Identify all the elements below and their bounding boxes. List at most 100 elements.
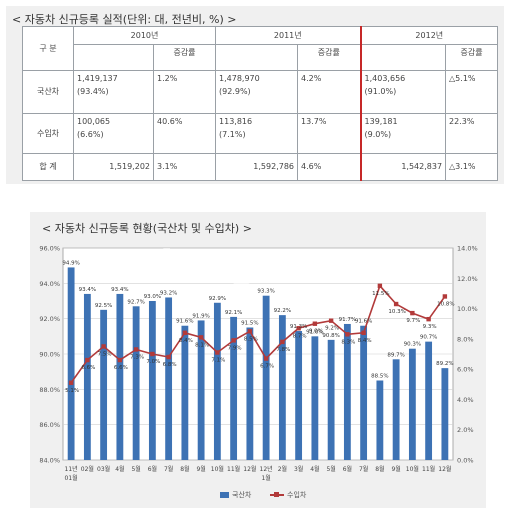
line-point xyxy=(263,356,269,361)
bar xyxy=(83,293,91,460)
x-tick-label: 11월 xyxy=(422,465,435,473)
cell-imported-2010: 100,065 (6.6%) xyxy=(73,112,154,154)
cell-total-2012-change: △3.1% xyxy=(445,152,499,182)
line-point xyxy=(215,350,220,355)
bar-data-label: 91.3% xyxy=(290,324,307,330)
bar xyxy=(100,309,108,460)
y-right-tick-label: 14.0% xyxy=(457,245,478,253)
x-tick-label: 2월 xyxy=(278,465,287,473)
x-tick-label: 02월 xyxy=(81,465,94,473)
header-2011: 2011년 xyxy=(215,25,362,46)
table-row-total: 합 계 1,519,202 3.1% 1,592,786 4.6% 1,542,… xyxy=(22,152,499,182)
bar xyxy=(132,306,140,460)
bar-data-label: 93.4% xyxy=(111,287,128,293)
header-2010-change: 증감률 xyxy=(152,44,217,72)
line-data-label: 6.8% xyxy=(163,362,177,368)
bar xyxy=(376,380,384,460)
y-right-tick-label: 4.0% xyxy=(457,396,474,404)
registration-chart: 96.0% 94.0% 92.0% 90.0% 88.0% 86.0% 84.0% 14.0%… xyxy=(39,245,478,483)
y-left-tick-label: 88.0% xyxy=(39,386,60,394)
line-point xyxy=(150,351,155,357)
row-label-imported: 수입차 xyxy=(22,112,74,154)
line-data-label: 8.1% xyxy=(195,342,209,348)
cell-imported-2011-change: 13.7% xyxy=(297,112,362,154)
x-tick-label: 6월 xyxy=(148,465,157,473)
bar xyxy=(230,316,238,460)
cell-domestic-2012: 1,403,656 (91.0%) xyxy=(359,70,447,114)
bar-data-label: 90.7% xyxy=(420,335,437,341)
bar xyxy=(67,267,75,460)
line-point xyxy=(312,321,318,326)
line-data-label: 9.0% xyxy=(309,329,323,335)
chart-caption: < 자동차 신규등록 현황(국산차 및 수입차) > xyxy=(42,222,252,235)
line-point xyxy=(345,332,350,337)
line-data-label: 7.1% xyxy=(211,357,225,363)
line-point xyxy=(101,344,106,349)
header-2011-change: 증감률 xyxy=(297,44,362,72)
y-left-tick-label: 86.0% xyxy=(39,421,60,429)
legend-item-domestic: 국산차 xyxy=(220,490,251,500)
x-tick-label: 9월 xyxy=(196,465,205,473)
header-2012: 2012년 xyxy=(359,25,499,46)
line-data-label: 8.3% xyxy=(341,339,355,345)
line-point xyxy=(393,301,399,307)
y-right-tick-label: 8.0% xyxy=(457,335,474,343)
bar xyxy=(408,348,416,460)
line-data-label: 7.3% xyxy=(130,354,144,360)
line-data-label: 10.8% xyxy=(437,301,454,307)
registration-stats-table: 구 분 2010년 2011년 2012년 증감률 증감률 증감률 국산차 1,… xyxy=(22,25,499,182)
share: (6.6%) xyxy=(77,129,104,139)
cell-imported-2010-change: 40.6% xyxy=(152,112,217,154)
x-tick-label: 7월 xyxy=(164,465,173,473)
bar xyxy=(392,359,400,460)
line-point xyxy=(68,380,74,385)
bar-data-label: 93.4% xyxy=(79,287,96,293)
bar xyxy=(181,325,189,460)
line-point xyxy=(117,357,123,363)
line-data-label: 7.8% xyxy=(276,347,290,353)
share: (7.1%) xyxy=(219,129,246,139)
line-point xyxy=(85,357,90,363)
bar-data-label: 93.2% xyxy=(160,290,177,296)
bar-data-label: 93.3% xyxy=(257,289,274,295)
line-point xyxy=(442,294,448,299)
line-data-label: 7.0% xyxy=(146,359,160,365)
row-label-total: 합 계 xyxy=(22,152,74,182)
cell-total-2012: 1,542,837 xyxy=(359,152,447,182)
legend-swatch-imported xyxy=(270,492,284,497)
bar-data-label: 92.1% xyxy=(225,310,242,316)
line-data-label: 8.4% xyxy=(179,338,193,344)
line-point xyxy=(426,316,431,322)
bar-data-label: 91.0% xyxy=(306,329,323,335)
legend-swatch-domestic xyxy=(220,492,229,498)
value: 1,419,137 xyxy=(77,74,118,84)
cell-total-2011: 1,592,786 xyxy=(215,152,299,182)
line-data-label: 11.5% xyxy=(372,291,389,297)
cell-domestic-2011-change: 4.2% xyxy=(297,70,362,114)
header-2010-blank xyxy=(73,44,154,72)
legend-label-imported: 수입차 xyxy=(287,491,307,499)
line-point xyxy=(133,347,139,352)
line-data-label: 8.5% xyxy=(244,336,258,342)
bar xyxy=(327,339,335,460)
value: 113,816 xyxy=(219,116,253,126)
bar-data-label: 92.5% xyxy=(95,303,112,309)
cell-domestic-2010: 1,419,137 (93.4%) xyxy=(73,70,154,114)
y-left-tick-label: 84.0% xyxy=(39,457,60,465)
x-tick-label: 10월 xyxy=(211,465,224,473)
cell-domestic-2012-change: △5.1% xyxy=(445,70,499,114)
bar xyxy=(425,341,433,460)
bar-data-label: 89.2% xyxy=(436,361,453,367)
x-tick-label: 5월 xyxy=(131,465,140,473)
line-point xyxy=(198,335,204,340)
cell-total-2010-change: 3.1% xyxy=(152,152,217,182)
value: 1,478,970 xyxy=(219,74,260,84)
cell-total-2011-change: 4.6% xyxy=(297,152,362,182)
cell-imported-2012: 139,181 (9.0%) xyxy=(359,112,447,154)
line-data-label: 6.7% xyxy=(260,364,274,370)
line-data-label: 6.6% xyxy=(81,365,95,371)
x-tick-label: 5월 xyxy=(326,465,335,473)
bar-data-label: 93.0% xyxy=(144,294,161,300)
share: (92.9%) xyxy=(219,87,251,97)
value: 139,181 xyxy=(364,116,398,126)
